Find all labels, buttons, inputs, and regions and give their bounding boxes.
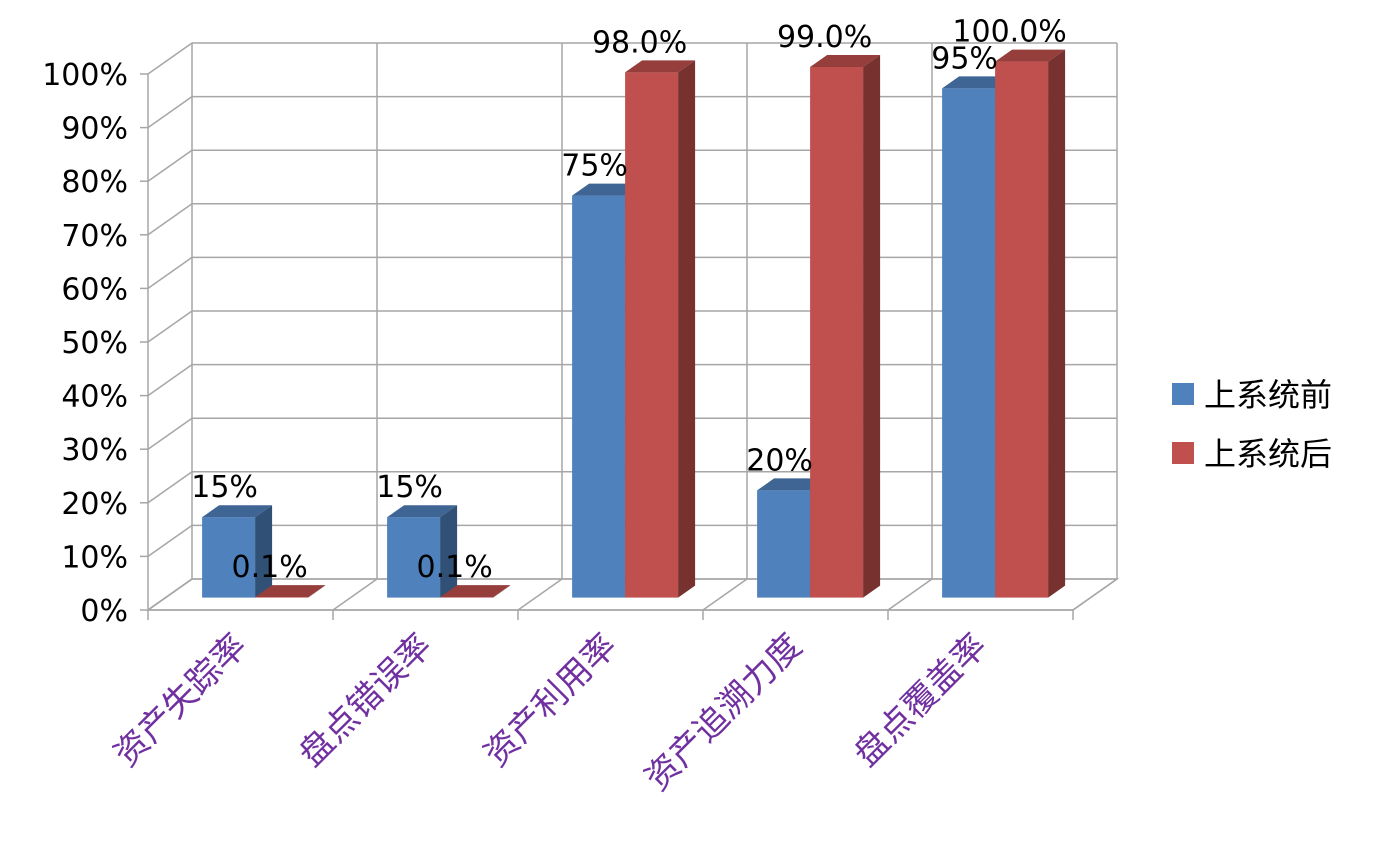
floor-divider [887, 578, 933, 611]
floor-divider [517, 578, 563, 611]
gridline-side [147, 95, 193, 129]
bar-top [387, 505, 458, 518]
legend-label-series-1: 上系统前 [1204, 376, 1332, 414]
x-axis-category-label: 资产追溯力度 [637, 626, 810, 799]
y-axis-tick-label: 60% [61, 272, 128, 307]
gridline-side [147, 256, 193, 290]
bar-side [440, 505, 458, 598]
bar-side [308, 585, 326, 598]
bar-front [810, 66, 864, 598]
bar-front [255, 597, 309, 598]
bar-front [202, 517, 256, 598]
data-label: 95% [931, 41, 998, 76]
bar-side [863, 54, 881, 598]
floor-divider [147, 578, 193, 611]
y-axis-tick-label: 30% [61, 433, 128, 468]
gridline-side [147, 471, 193, 504]
bar-top [810, 54, 881, 67]
legend-swatch-series-2 [1172, 442, 1194, 464]
x-axis-category-label: 资产利用率 [476, 626, 624, 774]
legend-swatch-series-1 [1172, 383, 1194, 405]
data-labels: 15% 0.1% 15% 0.1% 75% 98.0% 20% 99.0% 95%100.0% [191, 15, 1067, 585]
bar-front [995, 61, 1049, 598]
y-axis-tick-label: 80% [61, 165, 128, 200]
x-axis-category-label: 盘点错误率 [291, 626, 439, 774]
gridline-side [147, 203, 193, 236]
data-label: 75% [561, 149, 628, 184]
bar-front [572, 195, 626, 598]
data-label: 0.1% [231, 550, 307, 585]
bar [387, 505, 458, 598]
gridline-side [147, 417, 193, 450]
gridline-side [147, 42, 193, 75]
x-axis-category-label: 盘点覆盖率 [846, 626, 994, 774]
floor-divider [1072, 578, 1118, 611]
gridline-side [147, 310, 193, 343]
y-axis-tick-labels: 0% 10% 20% 30% 40% 50% 60% 70% 80% 90% 100% [42, 58, 128, 629]
data-label: 20% [746, 443, 813, 478]
floor-divider [332, 578, 378, 611]
bar [202, 505, 273, 598]
floor-divider [702, 578, 748, 611]
bar [255, 585, 326, 598]
bar-front [625, 72, 679, 598]
data-label: 0.1% [416, 550, 492, 585]
bar-top [202, 505, 273, 518]
y-axis-tick-label: 100% [42, 58, 128, 93]
y-axis-tick-label: 20% [61, 487, 128, 522]
bar [440, 585, 511, 598]
data-label: 99.0% [777, 20, 872, 55]
bar-front [440, 597, 494, 598]
gridline-side [147, 363, 193, 397]
bar [810, 54, 881, 598]
bar-top [255, 585, 326, 598]
data-label: 15% [191, 470, 258, 505]
legend-label-series-2: 上系统后 [1204, 435, 1332, 473]
bar-top [995, 49, 1066, 62]
y-axis-tick-label: 0% [80, 594, 128, 629]
bar [625, 60, 696, 598]
chart-bars [202, 49, 1066, 598]
y-axis-tick-label: 10% [61, 540, 128, 575]
bar-side [493, 585, 511, 598]
bar-top [757, 478, 828, 491]
bar-front [942, 88, 996, 598]
chart-legend: 上系统前 上系统后 [1172, 376, 1332, 473]
data-label: 15% [376, 470, 443, 505]
bar-front [387, 517, 441, 598]
y-axis-tick-label: 40% [61, 380, 128, 415]
y-axis-tick-label: 90% [61, 112, 128, 147]
x-axis-category-labels: 资产失踪率 盘点错误率 资产利用率 资产追溯力度 盘点覆盖率 [106, 626, 994, 799]
bar [995, 49, 1066, 598]
data-label: 100.0% [952, 15, 1066, 50]
bar-front [757, 490, 811, 598]
y-axis-tick-label: 50% [61, 326, 128, 361]
bar-top [625, 60, 696, 73]
data-label: 98.0% [592, 25, 687, 60]
gridline-side [147, 524, 193, 558]
bar-top [942, 76, 1013, 89]
bar-side [678, 60, 696, 598]
chart-axes [140, 73, 1074, 620]
y-axis-tick-label: 70% [61, 219, 128, 254]
bar-side [255, 505, 273, 598]
gridline-side [147, 149, 193, 182]
bar-side [1048, 49, 1066, 598]
x-axis-category-label: 资产失踪率 [106, 626, 254, 774]
bar-top [440, 585, 511, 598]
bar-top [572, 183, 643, 196]
